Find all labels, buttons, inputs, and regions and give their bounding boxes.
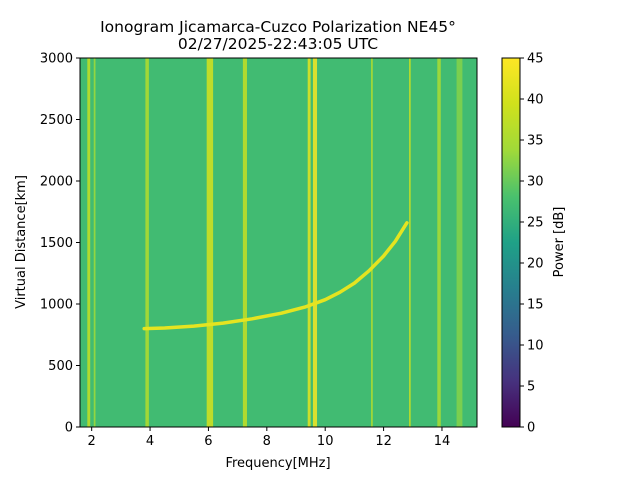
vertical-band-6 (312, 58, 318, 427)
x-tick-label-2: 6 (204, 434, 212, 449)
vertical-band-7 (371, 58, 373, 427)
x-tick-label-6: 14 (434, 434, 451, 449)
vertical-band-9 (437, 58, 441, 427)
colorbar-tick-label-0: 0 (527, 421, 535, 436)
vertical-band-5 (307, 58, 311, 427)
y-tick-label-0: 0 (65, 421, 73, 436)
vertical-band-1 (93, 58, 96, 427)
colorbar-tick-label-5: 25 (527, 216, 544, 231)
colorbar-tick-label-6: 30 (527, 175, 544, 190)
colorbar-axis: 0 5 10 15 20 25 30 35 40 45 (520, 52, 544, 436)
colorbar-label: Power [dB] (552, 207, 567, 278)
vertical-band-3 (206, 58, 214, 427)
colorbar-tick-label-2: 10 (527, 339, 544, 354)
y-tick-label-4: 2000 (40, 175, 73, 190)
vertical-band-0 (87, 58, 91, 427)
vertical-band-8 (408, 58, 411, 427)
colorbar-tick-label-4: 20 (527, 257, 544, 272)
colorbar-tick-label-3: 15 (527, 298, 544, 313)
colorbar-gradient (501, 57, 521, 428)
y-tick-label-3: 1500 (40, 236, 73, 251)
y-tick-label-5: 2500 (40, 113, 73, 128)
heatmap-area (80, 58, 477, 427)
vertical-band-4 (242, 58, 247, 427)
y-tick-label-2: 1000 (40, 298, 73, 313)
colorbar-tick-label-8: 40 (527, 93, 544, 108)
x-tick-label-4: 10 (317, 434, 334, 449)
x-tick-label-3: 8 (263, 434, 271, 449)
x-tick-label-5: 12 (375, 434, 392, 449)
colorbar: 0 5 10 15 20 25 30 35 40 45 Power [dB] (501, 52, 567, 436)
heatmap-background (80, 58, 477, 427)
x-tick-label-0: 2 (88, 434, 96, 449)
vertical-band-10 (456, 58, 463, 427)
chart-title-line1: Ionogram Jicamarca-Cuzco Polarization NE… (100, 18, 456, 36)
vertical-band-2 (145, 58, 149, 427)
x-tick-label-1: 4 (146, 434, 154, 449)
f-layer-trace (142, 221, 409, 331)
y-axis-label: Virtual Distance[km] (14, 175, 29, 309)
colorbar-tick-label-1: 5 (527, 380, 535, 395)
f-layer-trace-group (142, 221, 409, 331)
y-axis: 0 500 1000 1500 2000 2500 3000 (40, 52, 80, 436)
x-axis: 2 4 6 8 10 12 14 (88, 427, 451, 449)
colorbar-tick-label-9: 45 (527, 52, 544, 67)
vertical-bands-group (87, 58, 463, 427)
y-tick-label-6: 3000 (40, 52, 73, 67)
chart-title-line2: 02/27/2025-22:43:05 UTC (178, 35, 378, 53)
x-axis-label: Frequency[MHz] (225, 456, 330, 471)
y-tick-label-1: 500 (48, 359, 73, 374)
colorbar-tick-label-7: 35 (527, 134, 544, 149)
